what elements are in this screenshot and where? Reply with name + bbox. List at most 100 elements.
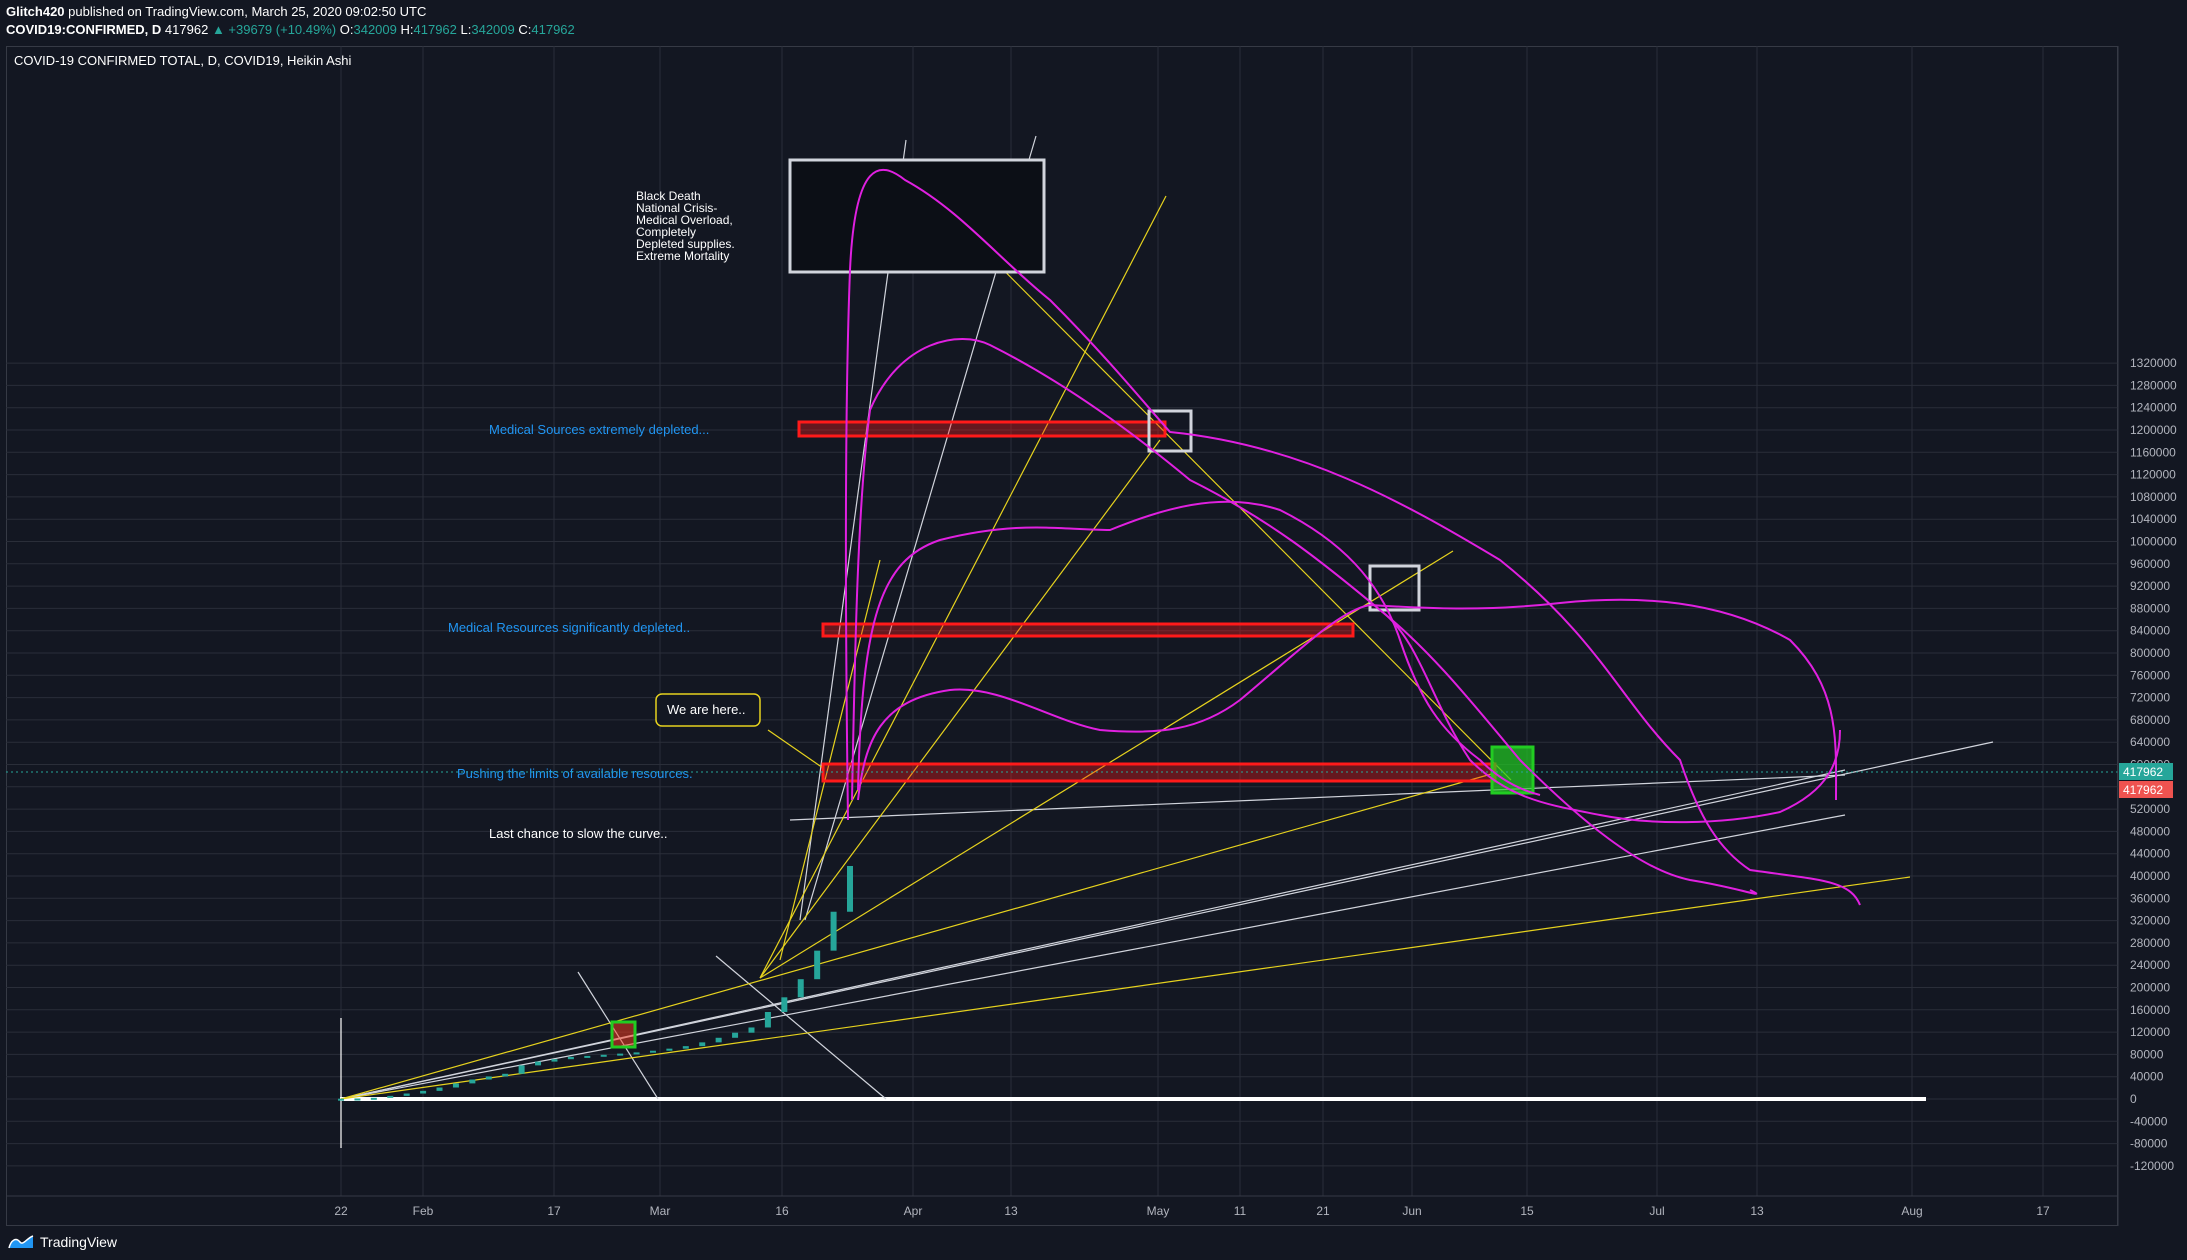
y-tick-label: 120000 <box>2130 1025 2170 1039</box>
candle[interactable] <box>370 1097 377 1100</box>
x-tick-label: Aug <box>1901 1204 1922 1218</box>
note-line-4: Completely <box>636 225 696 239</box>
last-price-text-teal: 417962 <box>2123 765 2163 779</box>
red-zone-pushing-limits[interactable] <box>821 762 1497 783</box>
diagonal-white-2[interactable] <box>715 955 887 1100</box>
y-tick-label: 680000 <box>2130 713 2170 727</box>
white-box-jun[interactable] <box>1368 564 1421 612</box>
tradingview-brand[interactable]: TradingView <box>8 1234 117 1250</box>
x-tick-label: 22 <box>334 1204 348 1218</box>
candle[interactable] <box>338 1098 344 1101</box>
candle[interactable] <box>502 1073 509 1077</box>
fan-line-yellow-1[interactable] <box>759 195 1167 979</box>
y-tick-label: -40000 <box>2130 1114 2168 1128</box>
candle[interactable] <box>420 1090 427 1094</box>
candle[interactable] <box>732 1032 739 1038</box>
y-tick-label: 400000 <box>2130 869 2170 883</box>
y-tick-label: 1200000 <box>2130 423 2177 437</box>
candle[interactable] <box>781 997 788 1012</box>
fan-line-yellow-3[interactable] <box>759 439 1161 979</box>
candle[interactable] <box>387 1095 394 1098</box>
candle[interactable] <box>436 1087 443 1091</box>
candle[interactable] <box>567 1056 574 1060</box>
x-tick-label: 13 <box>1750 1204 1764 1218</box>
y-tick-label: 960000 <box>2130 557 2170 571</box>
candle[interactable] <box>452 1083 459 1088</box>
close-label: C: <box>518 22 532 37</box>
label-pushing-limits: Pushing the limits of available resource… <box>457 766 693 781</box>
y-tick-label: 0 <box>2130 1092 2137 1106</box>
candle[interactable] <box>666 1048 673 1051</box>
label-we-are-here: We are here.. <box>667 702 746 717</box>
candle[interactable] <box>748 1027 755 1033</box>
last-price-label-red <box>2119 781 2173 798</box>
tradingview-logo-icon <box>8 1235 34 1249</box>
chart-header: Glitch420 published on TradingView.com, … <box>0 0 2187 44</box>
y-tick-label: 760000 <box>2130 668 2170 682</box>
time-scale[interactable]: 22 Feb 17 Mar 16 Apr 13 May 11 21 Jun 15 Jul 13 Aug 17 <box>6 1195 2118 1218</box>
green-box-june[interactable] <box>1490 745 1535 795</box>
y-tick-label: 1040000 <box>2130 512 2177 526</box>
black-death-box[interactable] <box>788 158 1046 274</box>
y-tick-label: 1080000 <box>2130 490 2177 504</box>
y-tick-label: 480000 <box>2130 824 2170 838</box>
y-tick-label: 800000 <box>2130 646 2170 660</box>
candle[interactable] <box>830 911 837 951</box>
projection-curve-1[interactable] <box>844 168 1861 906</box>
candle[interactable] <box>715 1037 722 1043</box>
label-last-chance: Last chance to slow the curve.. <box>489 826 667 841</box>
trendline-white-3[interactable] <box>789 774 1846 821</box>
y-tick-label: 1320000 <box>2130 356 2177 370</box>
y-tick-label: 360000 <box>2130 891 2170 905</box>
we-are-here-callout[interactable] <box>655 693 761 727</box>
trendline-yellow-2[interactable] <box>340 772 1496 1100</box>
y-tick-label: 640000 <box>2130 735 2170 749</box>
white-box-may[interactable] <box>1147 409 1193 453</box>
trendline-white-2[interactable] <box>340 769 1846 1100</box>
green-box-feb[interactable] <box>610 1020 637 1049</box>
x-tick-label: 13 <box>1004 1204 1018 1218</box>
fan-line-yellow-2[interactable] <box>779 559 881 961</box>
y-tick-label: 160000 <box>2130 1003 2170 1017</box>
callout-pointer[interactable] <box>767 729 824 769</box>
candle[interactable] <box>535 1061 542 1066</box>
candle[interactable] <box>797 979 804 998</box>
projection-curve-4[interactable] <box>857 598 1838 801</box>
candle[interactable] <box>814 950 821 980</box>
y-tick-label: 200000 <box>2130 981 2170 995</box>
candle[interactable] <box>469 1079 476 1084</box>
trendline-yellow-1[interactable] <box>340 876 1911 1100</box>
projection-curve-5[interactable] <box>1379 609 1841 824</box>
x-tick-label: Jul <box>1649 1204 1664 1218</box>
projection-curve-2[interactable] <box>851 338 1758 895</box>
chart-canvas[interactable]: COVID-19 CONFIRMED TOTAL, D, COVID19, He… <box>0 0 2187 1226</box>
candle[interactable] <box>649 1050 656 1053</box>
candle[interactable] <box>699 1042 706 1047</box>
candle[interactable] <box>633 1052 640 1055</box>
candle[interactable] <box>551 1059 558 1062</box>
y-tick-label: 440000 <box>2130 847 2170 861</box>
red-zone-significantly-depleted[interactable] <box>821 622 1355 638</box>
author-name[interactable]: Glitch420 <box>6 4 65 19</box>
candle[interactable] <box>600 1054 607 1057</box>
candle[interactable] <box>584 1055 591 1058</box>
candle[interactable] <box>518 1065 525 1074</box>
candle[interactable] <box>403 1093 410 1096</box>
candle[interactable] <box>485 1076 492 1080</box>
projection-curve-3[interactable] <box>857 500 1541 796</box>
trendline-white-4[interactable] <box>340 814 1846 1100</box>
published-text: published on TradingView.com, March 25, … <box>68 4 427 19</box>
red-zone-extremely-depleted[interactable] <box>797 420 1167 438</box>
candle[interactable] <box>764 1011 771 1028</box>
candle[interactable] <box>682 1046 689 1049</box>
note-line-3: Medical Overload, <box>636 213 733 227</box>
candle[interactable] <box>847 865 853 912</box>
legend-title: COVID-19 CONFIRMED TOTAL, D, COVID19, He… <box>14 53 351 68</box>
low-value: 342009 <box>471 22 515 37</box>
candle[interactable] <box>354 1098 361 1101</box>
x-tick-label: 17 <box>547 1204 561 1218</box>
x-tick-label: Jun <box>1402 1204 1421 1218</box>
candle[interactable] <box>617 1053 624 1056</box>
price-scale[interactable]: 1320000128000012400001200000116000011200… <box>2117 46 2177 1226</box>
open-label: O: <box>339 22 354 37</box>
